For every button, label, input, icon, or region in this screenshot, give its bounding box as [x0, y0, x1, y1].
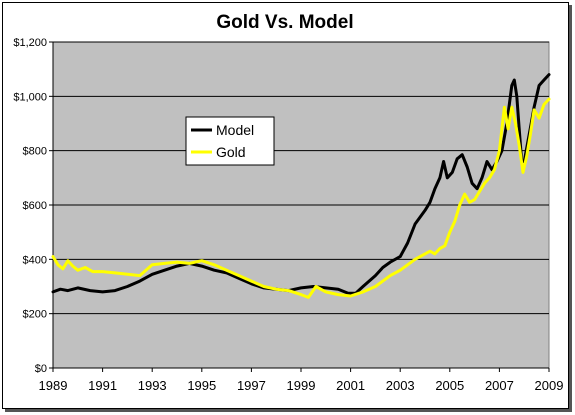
y-tick-label: $0 [35, 363, 47, 375]
legend: Model Gold [185, 116, 275, 166]
gridlines [53, 41, 549, 315]
y-axis: $0 $200 $400 $600 $800 $1,000 $1,200 [13, 37, 54, 375]
x-tick-label: 2001 [336, 378, 365, 393]
x-tick-label: 1993 [138, 378, 167, 393]
y-tick-label: $400 [23, 254, 47, 266]
x-tick-label: 1995 [187, 378, 216, 393]
y-tick-label: $800 [23, 146, 47, 158]
x-tick-label: 1999 [287, 378, 316, 393]
x-tick-label: 2007 [485, 378, 514, 393]
x-tick-label: 1991 [88, 378, 117, 393]
series-layer [51, 73, 551, 299]
series-line-gold [51, 97, 551, 299]
x-tick-label: 1989 [39, 378, 68, 393]
legend-box [185, 116, 275, 166]
series-line-model [51, 73, 551, 295]
y-tick-label: $200 [23, 309, 47, 321]
x-axis: 1989 1991 1993 1995 1997 1999 2001 2003 2005 2007… [39, 367, 564, 393]
x-tick-label: 2009 [535, 378, 564, 393]
y-tick-label: $1,000 [13, 91, 47, 103]
x-tick-label: 1997 [237, 378, 266, 393]
y-tick-label: $600 [23, 200, 47, 212]
x-tick-label: 2003 [386, 378, 415, 393]
legend-label-gold: Gold [216, 144, 246, 160]
y-tick-label: $1,200 [13, 37, 47, 49]
chart-title: Gold Vs. Model [216, 12, 353, 33]
x-tick-label: 2005 [435, 378, 464, 393]
legend-label-model: Model [216, 122, 254, 138]
